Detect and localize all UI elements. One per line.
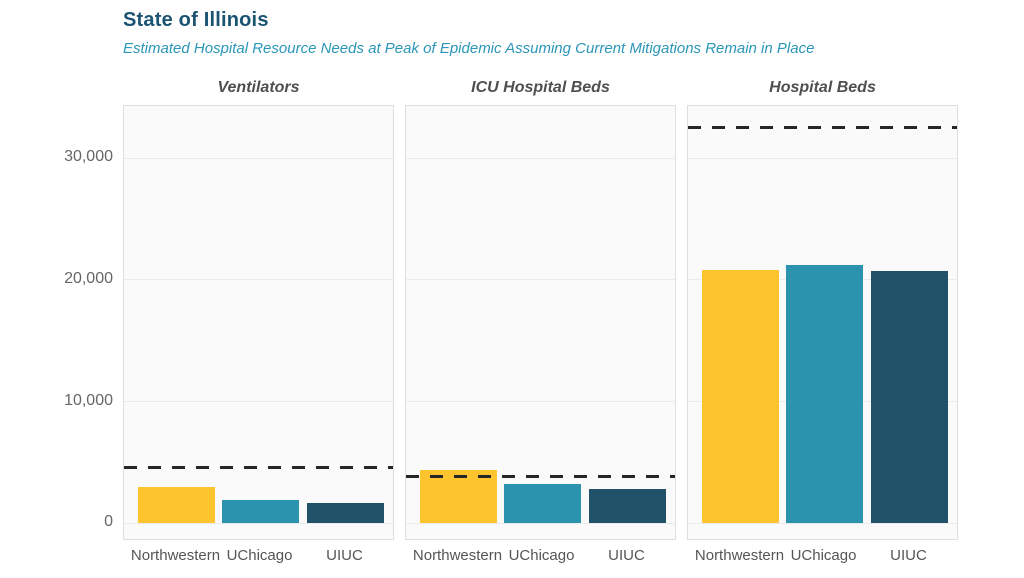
bar-uiuc bbox=[307, 503, 384, 523]
gridline bbox=[688, 157, 957, 159]
bar-northwestern bbox=[138, 487, 215, 523]
y-axis-label: 30,000 bbox=[64, 148, 113, 165]
bar-northwestern bbox=[702, 269, 779, 523]
x-axis-label-northwestern: Northwestern bbox=[412, 547, 503, 564]
gridline bbox=[406, 401, 675, 402]
gridline bbox=[124, 157, 393, 159]
panel-title: Ventilators bbox=[217, 79, 300, 96]
y-axis-label: 0 bbox=[104, 513, 113, 531]
gridline bbox=[124, 401, 393, 402]
x-axis-label-uiuc: UIUC bbox=[326, 547, 363, 564]
x-axis-label-northwestern: Northwestern bbox=[130, 547, 221, 564]
panel-2 bbox=[687, 105, 958, 540]
bar-uchicago bbox=[504, 483, 581, 523]
panel-title: Hospital Beds bbox=[769, 79, 876, 96]
gridline bbox=[124, 279, 393, 281]
gridline bbox=[406, 157, 675, 159]
bar-uiuc bbox=[589, 488, 666, 523]
capacity-dashed-line bbox=[124, 466, 393, 470]
bar-uchicago bbox=[222, 499, 299, 523]
panel-0 bbox=[123, 105, 394, 540]
panel-title: ICU Hospital Beds bbox=[471, 79, 610, 96]
x-axis-label-uiuc: UIUC bbox=[890, 547, 927, 564]
bar-uiuc bbox=[871, 270, 948, 523]
gridline bbox=[406, 279, 675, 281]
bar-uchicago bbox=[786, 264, 863, 523]
x-axis-label-uchicago: UChicago bbox=[508, 547, 575, 564]
y-axis-label: 10,000 bbox=[64, 391, 113, 409]
x-axis-label-uiuc: UIUC bbox=[608, 547, 645, 564]
bar-northwestern bbox=[420, 470, 497, 523]
y-axis-label: 20,000 bbox=[64, 269, 113, 287]
x-axis-label-uchicago: UChicago bbox=[790, 547, 857, 564]
capacity-dashed-line bbox=[688, 125, 957, 129]
x-axis-label-uchicago: UChicago bbox=[226, 547, 293, 564]
gridline bbox=[124, 522, 393, 524]
panel-1 bbox=[405, 105, 676, 540]
gridline bbox=[406, 522, 675, 524]
gridline bbox=[688, 522, 957, 524]
capacity-dashed-line bbox=[406, 474, 675, 478]
chart-subtitle: Estimated Hospital Resource Needs at Pea… bbox=[123, 40, 815, 57]
x-axis-label-northwestern: Northwestern bbox=[694, 547, 785, 564]
chart-title: State of Illinois bbox=[123, 9, 269, 31]
